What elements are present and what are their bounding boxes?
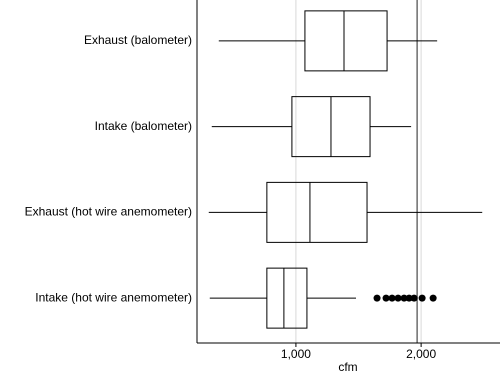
outlier [400,294,408,302]
box [266,181,368,243]
y-tick-label: Intake (balometer) [95,119,192,133]
outlier [429,294,437,302]
box [304,10,388,72]
y-tick-label: Exhaust (balometer) [84,33,192,47]
y-tick-label: Exhaust (hot wire anemometer) [25,205,192,219]
outlier [405,294,413,302]
outlier [373,294,381,302]
box [266,267,308,329]
y-tick-label: Intake (hot wire anemometer) [35,290,192,304]
outlier [394,294,402,302]
outlier [388,294,396,302]
x-tick-label: 2,000 [406,347,436,361]
outlier [418,294,426,302]
x-tick-label: 1,000 [281,347,311,361]
outlier [382,294,390,302]
outlier [410,294,418,302]
x-axis-label: cfm [338,360,357,374]
